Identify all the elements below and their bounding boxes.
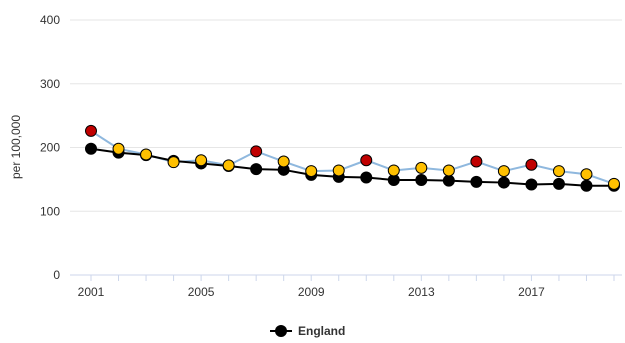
plot-area: [85, 124, 620, 192]
area-point[interactable]: [360, 154, 373, 167]
x-tick-label: 2013: [408, 285, 435, 299]
area-point[interactable]: [497, 165, 510, 178]
legend-label-england[interactable]: England: [298, 324, 345, 338]
area-point[interactable]: [85, 124, 97, 137]
area-point[interactable]: [195, 154, 208, 167]
england-point[interactable]: [580, 179, 593, 192]
area-point[interactable]: [552, 165, 565, 178]
x-tick-label: 2001: [78, 285, 105, 299]
area-point[interactable]: [167, 156, 180, 169]
area-point[interactable]: [415, 161, 428, 174]
area-point[interactable]: [305, 165, 318, 178]
england-point[interactable]: [415, 174, 428, 187]
england-point[interactable]: [470, 175, 483, 188]
x-tick-label: 2005: [188, 285, 215, 299]
y-axis: 0 100 200 300 400: [40, 13, 60, 282]
x-tick-label: 2017: [518, 285, 545, 299]
england-point[interactable]: [442, 174, 455, 187]
england-point[interactable]: [250, 163, 263, 176]
y-tick-label: 300: [40, 77, 60, 91]
legend[interactable]: England: [270, 324, 345, 338]
y-tick-label: 200: [40, 141, 60, 155]
area-point[interactable]: [222, 159, 235, 172]
area-point[interactable]: [387, 164, 400, 177]
england-point[interactable]: [552, 177, 565, 190]
y-gridlines: [70, 19, 622, 212]
area-point[interactable]: [250, 145, 263, 158]
area-point[interactable]: [112, 142, 125, 155]
area-point[interactable]: [470, 155, 483, 168]
area-point[interactable]: [580, 168, 593, 181]
area-point[interactable]: [442, 164, 455, 177]
y-tick-label: 100: [40, 204, 60, 218]
x-axis: 2001 2005 2009 2013 2017: [70, 274, 622, 299]
x-tick-label: 2009: [298, 285, 325, 299]
england-point[interactable]: [525, 178, 538, 191]
england-point[interactable]: [85, 142, 97, 155]
y-axis-title: per 100,000: [9, 115, 23, 179]
y-tick-label: 0: [53, 268, 60, 282]
area-point[interactable]: [277, 155, 290, 168]
area-point[interactable]: [525, 158, 538, 171]
england-point[interactable]: [360, 171, 373, 184]
y-tick-label: 400: [40, 13, 60, 27]
area-point[interactable]: [332, 164, 345, 177]
legend-marker-england: [275, 325, 287, 337]
area-point[interactable]: [140, 148, 153, 161]
england-point[interactable]: [497, 176, 510, 189]
area-point[interactable]: [608, 177, 620, 190]
